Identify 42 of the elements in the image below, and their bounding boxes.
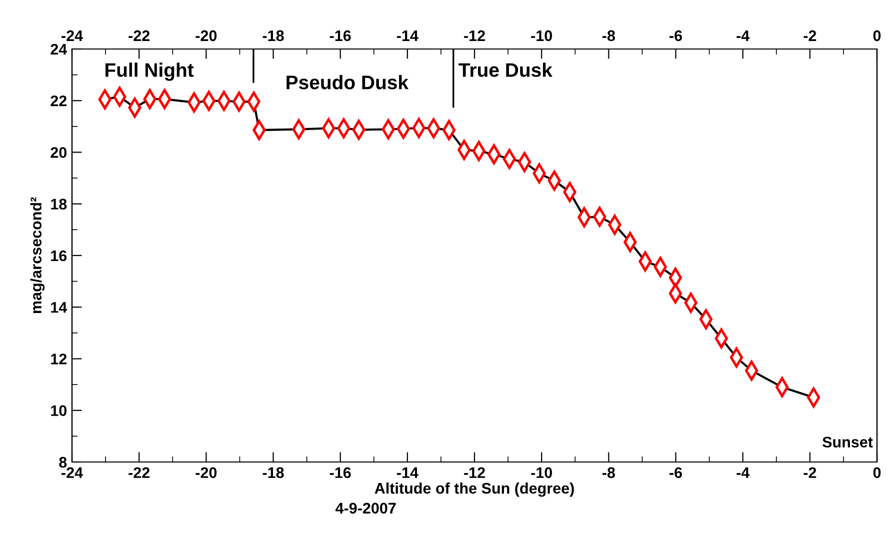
x-tick-label: -10 — [531, 467, 552, 478]
x2-tick-label: -20 — [196, 30, 217, 42]
x2-tick-label: -18 — [262, 30, 284, 42]
x-tick-label: -14 — [396, 467, 418, 478]
y-tick-label: 10 — [51, 405, 67, 416]
x-axis-title: Altitude of the Sun (degree) — [374, 482, 574, 497]
y-tick-label: 8 — [59, 456, 67, 468]
x-tick-label: -4 — [736, 467, 750, 478]
x2-tick-label: -24 — [62, 30, 83, 41]
x2-tick-label: -12 — [464, 30, 485, 41]
x2-tick-label: -10 — [531, 30, 552, 42]
y-tick-label: 20 — [50, 147, 67, 158]
annotation: True Dusk — [458, 62, 552, 77]
y-tick-label: 22 — [50, 95, 67, 106]
x2-tick-label: -22 — [128, 30, 150, 41]
x-tick-label: -2 — [804, 467, 816, 478]
x-tick-label: -8 — [602, 467, 615, 478]
x2-tick-label: 0 — [873, 30, 881, 42]
y-tick-label: 16 — [51, 250, 67, 262]
y-tick-label: 18 — [51, 198, 67, 210]
text: 4-9-2007 — [335, 502, 396, 514]
x2-tick-label: -6 — [670, 30, 682, 42]
x2-tick-label: -14 — [396, 30, 418, 41]
x-tick-label: -20 — [196, 467, 217, 478]
annotation: Sunset — [822, 436, 873, 448]
x2-tick-label: -8 — [602, 30, 615, 42]
x-tick-label: -16 — [330, 467, 351, 478]
y-axis-title: mag/arcsecond² — [30, 197, 45, 314]
annotation: Pseudo Dusk — [286, 75, 409, 90]
x-tick-label: 0 — [873, 467, 881, 478]
x-tick-label: -22 — [128, 467, 150, 478]
x-tick-label: -18 — [262, 467, 284, 478]
x2-tick-label: -4 — [736, 30, 750, 41]
x2-tick-label: -2 — [804, 30, 816, 41]
x-tick-label: -24 — [62, 467, 83, 478]
x-tick-label: -6 — [670, 467, 682, 478]
annotation: Full Night — [106, 62, 194, 81]
y-tick-label: 14 — [51, 302, 68, 313]
y-tick-label: 12 — [51, 354, 67, 364]
x2-tick-label: -16 — [330, 30, 351, 42]
x-tick-label: -12 — [464, 467, 485, 478]
y-tick-label: 24 — [50, 44, 68, 55]
